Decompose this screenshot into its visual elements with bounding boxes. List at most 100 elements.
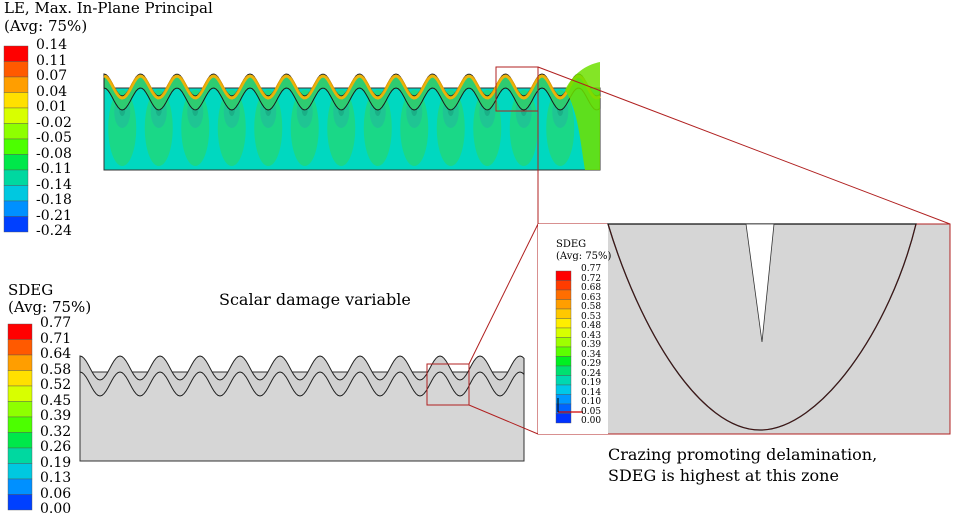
- damage-legend-title: SDEG: [8, 281, 54, 299]
- zoom-legend-values: 0.77 0.72 0.68 0.63 0.58 0.53 0.48 0.43 0.39 0.34…: [581, 264, 602, 427]
- connector-line-top: [537, 66, 951, 225]
- strain-legend-subtitle: (Avg: 75%): [4, 17, 88, 35]
- legend-swatch: [3, 123, 29, 140]
- legend-value: 0.14: [581, 387, 602, 398]
- legend-swatch: [555, 413, 572, 424]
- legend-value: -0.14: [36, 176, 72, 193]
- strain-legend-values: 0.14 0.11 0.07 0.04 0.01 -0.02 -0.05 -0.08 -0.11…: [36, 37, 72, 240]
- damage-legend-swatches: [7, 323, 33, 511]
- legend-swatch: [7, 385, 33, 402]
- legend-value: 0.58: [581, 302, 602, 312]
- scalar-damage-caption: Scalar damage variable: [219, 290, 411, 309]
- legend-swatch: [555, 365, 572, 376]
- strain-green-zone: [436, 90, 465, 166]
- legend-swatch: [7, 401, 33, 418]
- legend-value: 0.26: [40, 439, 72, 455]
- legend-value: 0.32: [40, 423, 72, 440]
- strain-zoom-box: [495, 66, 539, 112]
- legend-value: -0.24: [36, 223, 72, 239]
- legend-value: 0.14: [36, 37, 68, 53]
- legend-swatch: [7, 463, 33, 480]
- zoom-legend-title: SDEG: [556, 239, 587, 250]
- legend-value: -0.05: [36, 130, 72, 146]
- legend-value: 0.77: [40, 315, 72, 331]
- zoom-indicators: [426, 66, 951, 435]
- legend-swatch: [555, 289, 572, 300]
- strain-green-zone: [290, 90, 319, 166]
- legend-value: 0.71: [40, 330, 72, 347]
- legend-value: 0.48: [581, 321, 602, 331]
- strain-contour-model: [103, 62, 601, 171]
- strain-green-zones: [108, 90, 575, 166]
- damage-contour-model: [79, 355, 525, 462]
- legend-value: 0.00: [581, 416, 602, 426]
- legend-swatch: [7, 432, 33, 449]
- legend-swatch: [3, 107, 29, 124]
- strain-green-zone: [509, 90, 538, 166]
- zoom-legend-subtitle: (Avg: 75%): [556, 251, 612, 262]
- legend-value: 0.72: [581, 273, 602, 284]
- strain-legend-swatches: [3, 45, 29, 233]
- legend-value: 0.63: [581, 292, 602, 303]
- legend-swatch: [3, 61, 29, 78]
- legend-swatch: [7, 478, 33, 495]
- legend-swatch: [3, 185, 29, 202]
- damage-zoom-box: [426, 363, 470, 406]
- legend-swatch: [7, 494, 33, 511]
- legend-swatch: [3, 169, 29, 186]
- legend-value: 0.06: [40, 485, 72, 502]
- legend-value: 0.24: [581, 368, 602, 379]
- connector-line-damage-top: [468, 223, 539, 365]
- zoom-legend-swatches: [555, 270, 572, 424]
- legend-value: 0.29: [581, 359, 602, 369]
- legend-value: 0.07: [36, 68, 68, 84]
- legend-swatch: [7, 339, 33, 356]
- strain-right-edge-zone: [565, 62, 600, 170]
- strain-green-zone: [217, 90, 246, 166]
- legend-swatch: [555, 337, 572, 348]
- legend-value: 0.05: [581, 406, 602, 417]
- legend-value: 0.11: [36, 52, 68, 69]
- legend-swatch: [3, 76, 29, 93]
- legend-value: 0.04: [36, 83, 68, 100]
- legend-value: 0.43: [581, 330, 602, 341]
- legend-swatch: [7, 370, 33, 387]
- legend-swatch: [555, 346, 572, 357]
- legend-swatch: [3, 138, 29, 155]
- strain-green-zone: [473, 90, 502, 166]
- legend-value: 0.64: [40, 346, 72, 362]
- legend-swatch: [7, 416, 33, 433]
- legend-value: 0.58: [40, 361, 72, 378]
- legend-value: -0.11: [36, 161, 72, 177]
- legend-swatch: [555, 318, 572, 329]
- strain-green-zone: [327, 90, 356, 166]
- legend-swatch: [555, 384, 572, 395]
- strain-green-zone: [144, 90, 173, 166]
- legend-value: 0.52: [40, 377, 72, 393]
- legend-value: 0.01: [36, 99, 68, 115]
- legend-value: -0.02: [36, 114, 72, 131]
- legend-swatch: [3, 45, 29, 62]
- zoom-inset: [537, 223, 951, 435]
- legend-swatch: [555, 375, 572, 386]
- legend-swatch: [3, 154, 29, 171]
- legend-value: -0.21: [36, 207, 72, 224]
- legend-value: 0.39: [581, 340, 602, 350]
- strain-green-zone: [181, 90, 210, 166]
- connector-line-damage-bottom: [468, 404, 539, 435]
- legend-value: 0.10: [581, 397, 602, 407]
- legend-value: 0.00: [40, 501, 72, 517]
- damage-legend-values: 0.77 0.71 0.64 0.58 0.52 0.45 0.39 0.32 0.26 0.19…: [40, 315, 72, 518]
- legend-value: -0.08: [36, 145, 72, 162]
- legend-value: -0.18: [36, 192, 72, 208]
- strain-green-zone: [400, 90, 429, 166]
- strain-green-zone: [254, 90, 283, 166]
- legend-value: 0.13: [40, 470, 72, 486]
- legend-value: 0.53: [581, 311, 602, 322]
- strain-wavy-layer-hot-band: [103, 74, 601, 100]
- legend-swatch: [555, 356, 572, 367]
- legend-value: 0.45: [40, 392, 72, 409]
- legend-value: 0.19: [40, 454, 72, 471]
- legend-swatch: [3, 92, 29, 109]
